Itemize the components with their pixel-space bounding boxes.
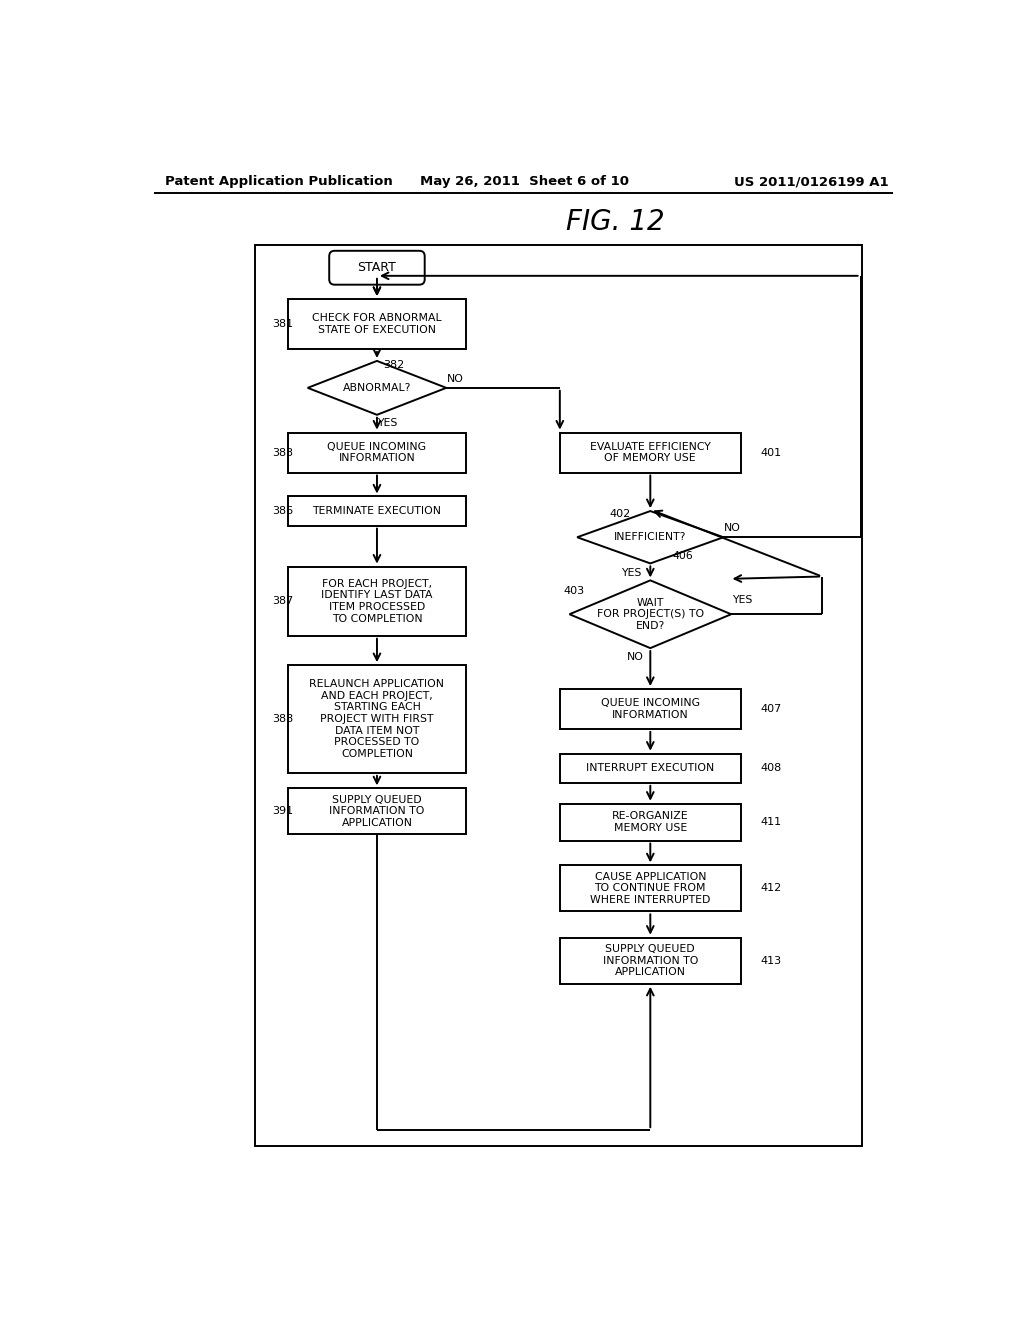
Text: FOR EACH PROJECT,
IDENTIFY LAST DATA
ITEM PROCESSED
TO COMPLETION: FOR EACH PROJECT, IDENTIFY LAST DATA ITE… (322, 578, 433, 623)
Bar (289, 433, 466, 473)
Text: 383: 383 (272, 447, 294, 458)
Text: FIG. 12: FIG. 12 (566, 207, 665, 235)
Bar (289, 496, 466, 525)
Text: NO: NO (627, 652, 643, 663)
Text: EVALUATE EFFICIENCY
OF MEMORY USE: EVALUATE EFFICIENCY OF MEMORY USE (590, 442, 711, 463)
Text: QUEUE INCOMING
INFORMATION: QUEUE INCOMING INFORMATION (328, 442, 426, 463)
Text: INEFFICIENT?: INEFFICIENT? (614, 532, 686, 543)
Polygon shape (307, 360, 446, 414)
Text: 387: 387 (272, 597, 294, 606)
Text: 401: 401 (761, 447, 781, 458)
Text: 391: 391 (272, 807, 294, 816)
Text: RE-ORGANIZE
MEMORY USE: RE-ORGANIZE MEMORY USE (612, 812, 688, 833)
Text: CHECK FOR ABNORMAL
STATE OF EXECUTION: CHECK FOR ABNORMAL STATE OF EXECUTION (312, 313, 441, 335)
Text: SUPPLY QUEUED
INFORMATION TO
APPLICATION: SUPPLY QUEUED INFORMATION TO APPLICATION (330, 795, 425, 828)
Bar (560, 433, 740, 473)
Text: 412: 412 (761, 883, 781, 894)
Bar (560, 804, 740, 841)
FancyBboxPatch shape (330, 251, 425, 285)
Text: NO: NO (447, 374, 464, 384)
Polygon shape (578, 511, 724, 564)
Bar (560, 866, 740, 911)
Text: WAIT
FOR PROJECT(S) TO
END?: WAIT FOR PROJECT(S) TO END? (597, 598, 703, 631)
Text: 386: 386 (272, 506, 294, 516)
Bar (289, 298, 466, 348)
Text: 413: 413 (761, 956, 781, 966)
Text: 402: 402 (609, 510, 631, 519)
Text: 406: 406 (673, 550, 693, 561)
Text: YES: YES (378, 417, 398, 428)
Bar (255, 244, 862, 1146)
Text: 408: 408 (761, 763, 781, 774)
Text: SUPPLY QUEUED
INFORMATION TO
APPLICATION: SUPPLY QUEUED INFORMATION TO APPLICATION (602, 944, 698, 977)
Polygon shape (569, 581, 731, 648)
Text: YES: YES (732, 595, 752, 606)
Bar (560, 754, 740, 783)
Text: 403: 403 (563, 586, 585, 597)
Text: 388: 388 (272, 714, 294, 723)
Text: RELAUNCH APPLICATION
AND EACH PROJECT,
STARTING EACH
PROJECT WITH FIRST
DATA ITE: RELAUNCH APPLICATION AND EACH PROJECT, S… (309, 680, 444, 759)
Text: 407: 407 (761, 704, 781, 714)
Text: 382: 382 (383, 360, 404, 370)
Text: 381: 381 (272, 319, 294, 329)
Text: May 26, 2011  Sheet 6 of 10: May 26, 2011 Sheet 6 of 10 (420, 176, 630, 189)
Text: START: START (357, 261, 396, 275)
Text: ABNORMAL?: ABNORMAL? (343, 383, 412, 393)
Text: US 2011/0126199 A1: US 2011/0126199 A1 (734, 176, 889, 189)
Bar (289, 665, 466, 774)
Text: NO: NO (724, 523, 741, 533)
Bar (289, 566, 466, 636)
Text: YES: YES (621, 568, 641, 578)
Bar (560, 689, 740, 729)
Text: 411: 411 (761, 817, 781, 828)
Text: Patent Application Publication: Patent Application Publication (165, 176, 393, 189)
Text: CAUSE APPLICATION
TO CONTINUE FROM
WHERE INTERRUPTED: CAUSE APPLICATION TO CONTINUE FROM WHERE… (590, 871, 711, 906)
Bar (289, 788, 466, 834)
Text: TERMINATE EXECUTION: TERMINATE EXECUTION (312, 506, 441, 516)
Text: INTERRUPT EXECUTION: INTERRUPT EXECUTION (586, 763, 715, 774)
Bar (560, 937, 740, 983)
Text: QUEUE INCOMING
INFORMATION: QUEUE INCOMING INFORMATION (601, 698, 699, 719)
